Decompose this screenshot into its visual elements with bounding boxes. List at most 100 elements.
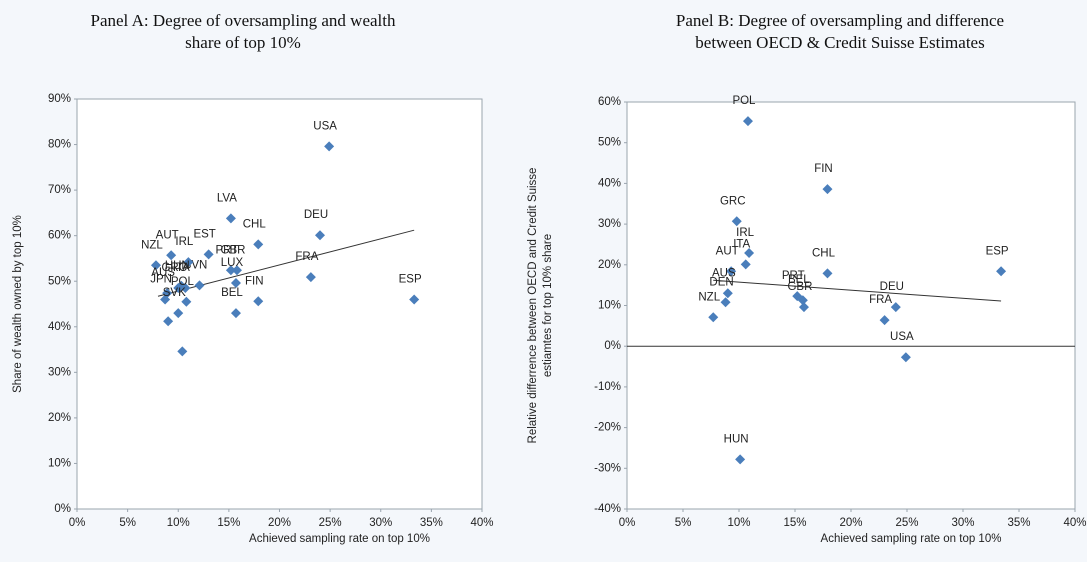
plot-area xyxy=(626,101,1076,510)
point xyxy=(225,265,236,276)
x-tick-label: 15% xyxy=(217,517,240,529)
y-tick-label: -40% xyxy=(594,503,621,515)
point xyxy=(726,266,737,277)
point-label: POL xyxy=(171,276,195,288)
x-tick-label: 35% xyxy=(420,517,443,529)
point xyxy=(731,216,742,227)
point xyxy=(822,184,833,195)
point xyxy=(177,346,188,357)
y-tick-label: 40% xyxy=(48,321,71,333)
point-label: IRL xyxy=(175,236,194,248)
y-tick-label: -30% xyxy=(594,462,621,474)
point xyxy=(173,283,184,294)
x-tick-label: 10% xyxy=(727,517,750,529)
point xyxy=(180,283,191,294)
y-axis-label: Relative differrence between OECD and Cr… xyxy=(527,168,539,444)
x-tick-label: 20% xyxy=(268,517,291,529)
point xyxy=(173,308,184,319)
point xyxy=(890,302,901,313)
point-label: BEL xyxy=(221,287,243,299)
point-label: GRC xyxy=(161,262,187,274)
x-tick-label: 40% xyxy=(1063,517,1086,529)
y-tick-label: 60% xyxy=(598,96,621,108)
point xyxy=(225,213,236,224)
point-label: LUX xyxy=(221,257,244,269)
x-tick-label: 0% xyxy=(619,517,636,529)
x-tick-label: 20% xyxy=(839,517,862,529)
point xyxy=(708,312,719,323)
point xyxy=(194,280,205,291)
point xyxy=(181,296,192,307)
x-axis-label: Achieved sampling rate on top 10% xyxy=(821,533,1002,545)
x-tick-label: 5% xyxy=(119,517,136,529)
point-label: USA xyxy=(313,120,337,132)
panel-a-title: Panel A: Degree of oversampling and weal… xyxy=(90,11,396,52)
y-tick-label: 0% xyxy=(54,503,71,515)
point-label: CHL xyxy=(243,218,267,230)
x-tick-label: 30% xyxy=(951,517,974,529)
y-tick-label: 40% xyxy=(598,177,621,189)
plot-area xyxy=(76,98,483,510)
y-tick-label: 10% xyxy=(48,457,71,469)
point-label: BEL xyxy=(788,274,810,286)
point-label: DEU xyxy=(304,209,328,221)
y-tick-label: 30% xyxy=(598,218,621,230)
point-label: FRA xyxy=(869,294,892,306)
point xyxy=(409,294,420,305)
y-tick-label: 10% xyxy=(598,300,621,312)
y-tick-label: 20% xyxy=(48,412,71,424)
point xyxy=(166,250,177,261)
point xyxy=(822,268,833,279)
point-label: CHL xyxy=(812,247,836,259)
point-label: GRC xyxy=(720,195,746,207)
y-tick-label: 0% xyxy=(604,340,621,352)
y-tick-label: 30% xyxy=(48,366,71,378)
point-label: ESP xyxy=(986,245,1009,257)
point-label: FRA xyxy=(295,251,318,263)
point xyxy=(744,247,755,258)
y-tick-label: 70% xyxy=(48,184,71,196)
point-label: USA xyxy=(890,331,914,343)
point-label: AUS xyxy=(712,267,736,279)
point-label: DEN xyxy=(709,276,733,288)
point xyxy=(231,265,242,276)
x-tick-label: 35% xyxy=(1007,517,1030,529)
point xyxy=(797,295,808,306)
point-label: PRT xyxy=(216,244,239,256)
x-tick-label: 5% xyxy=(675,517,692,529)
point xyxy=(996,266,1007,277)
point-label: JPN xyxy=(150,273,172,285)
point xyxy=(230,308,241,319)
point xyxy=(230,278,241,289)
point xyxy=(879,315,890,326)
point xyxy=(798,302,809,313)
x-tick-label: 15% xyxy=(783,517,806,529)
point xyxy=(324,141,335,152)
point xyxy=(720,297,731,308)
point-label: AUT xyxy=(716,245,739,257)
panel-b-title: Panel B: Degree of oversampling and diff… xyxy=(675,11,1005,52)
x-axis-label: Achieved sampling rate on top 10% xyxy=(249,533,430,545)
x-tick-label: 30% xyxy=(369,517,392,529)
point xyxy=(150,260,161,271)
point-label: DEU xyxy=(880,281,904,293)
point-label: NZL xyxy=(141,239,163,251)
point xyxy=(163,316,174,327)
point-label: AUS xyxy=(151,267,175,279)
x-tick-label: 40% xyxy=(470,517,493,529)
point-label: SVK xyxy=(163,287,186,299)
y-tick-label: 50% xyxy=(48,275,71,287)
y-tick-label: 50% xyxy=(598,137,621,149)
y-tick-label: 90% xyxy=(48,93,71,105)
x-tick-label: 10% xyxy=(167,517,190,529)
point xyxy=(735,454,746,465)
y-tick-label: 60% xyxy=(48,230,71,242)
point-label: FIN xyxy=(814,163,833,175)
point xyxy=(900,352,911,363)
y-axis-label: estiamtes for top 10% share xyxy=(542,234,554,377)
point-label: GBR xyxy=(787,281,812,293)
x-tick-label: 25% xyxy=(895,517,918,529)
x-tick-label: 0% xyxy=(69,517,86,529)
point xyxy=(183,257,194,268)
